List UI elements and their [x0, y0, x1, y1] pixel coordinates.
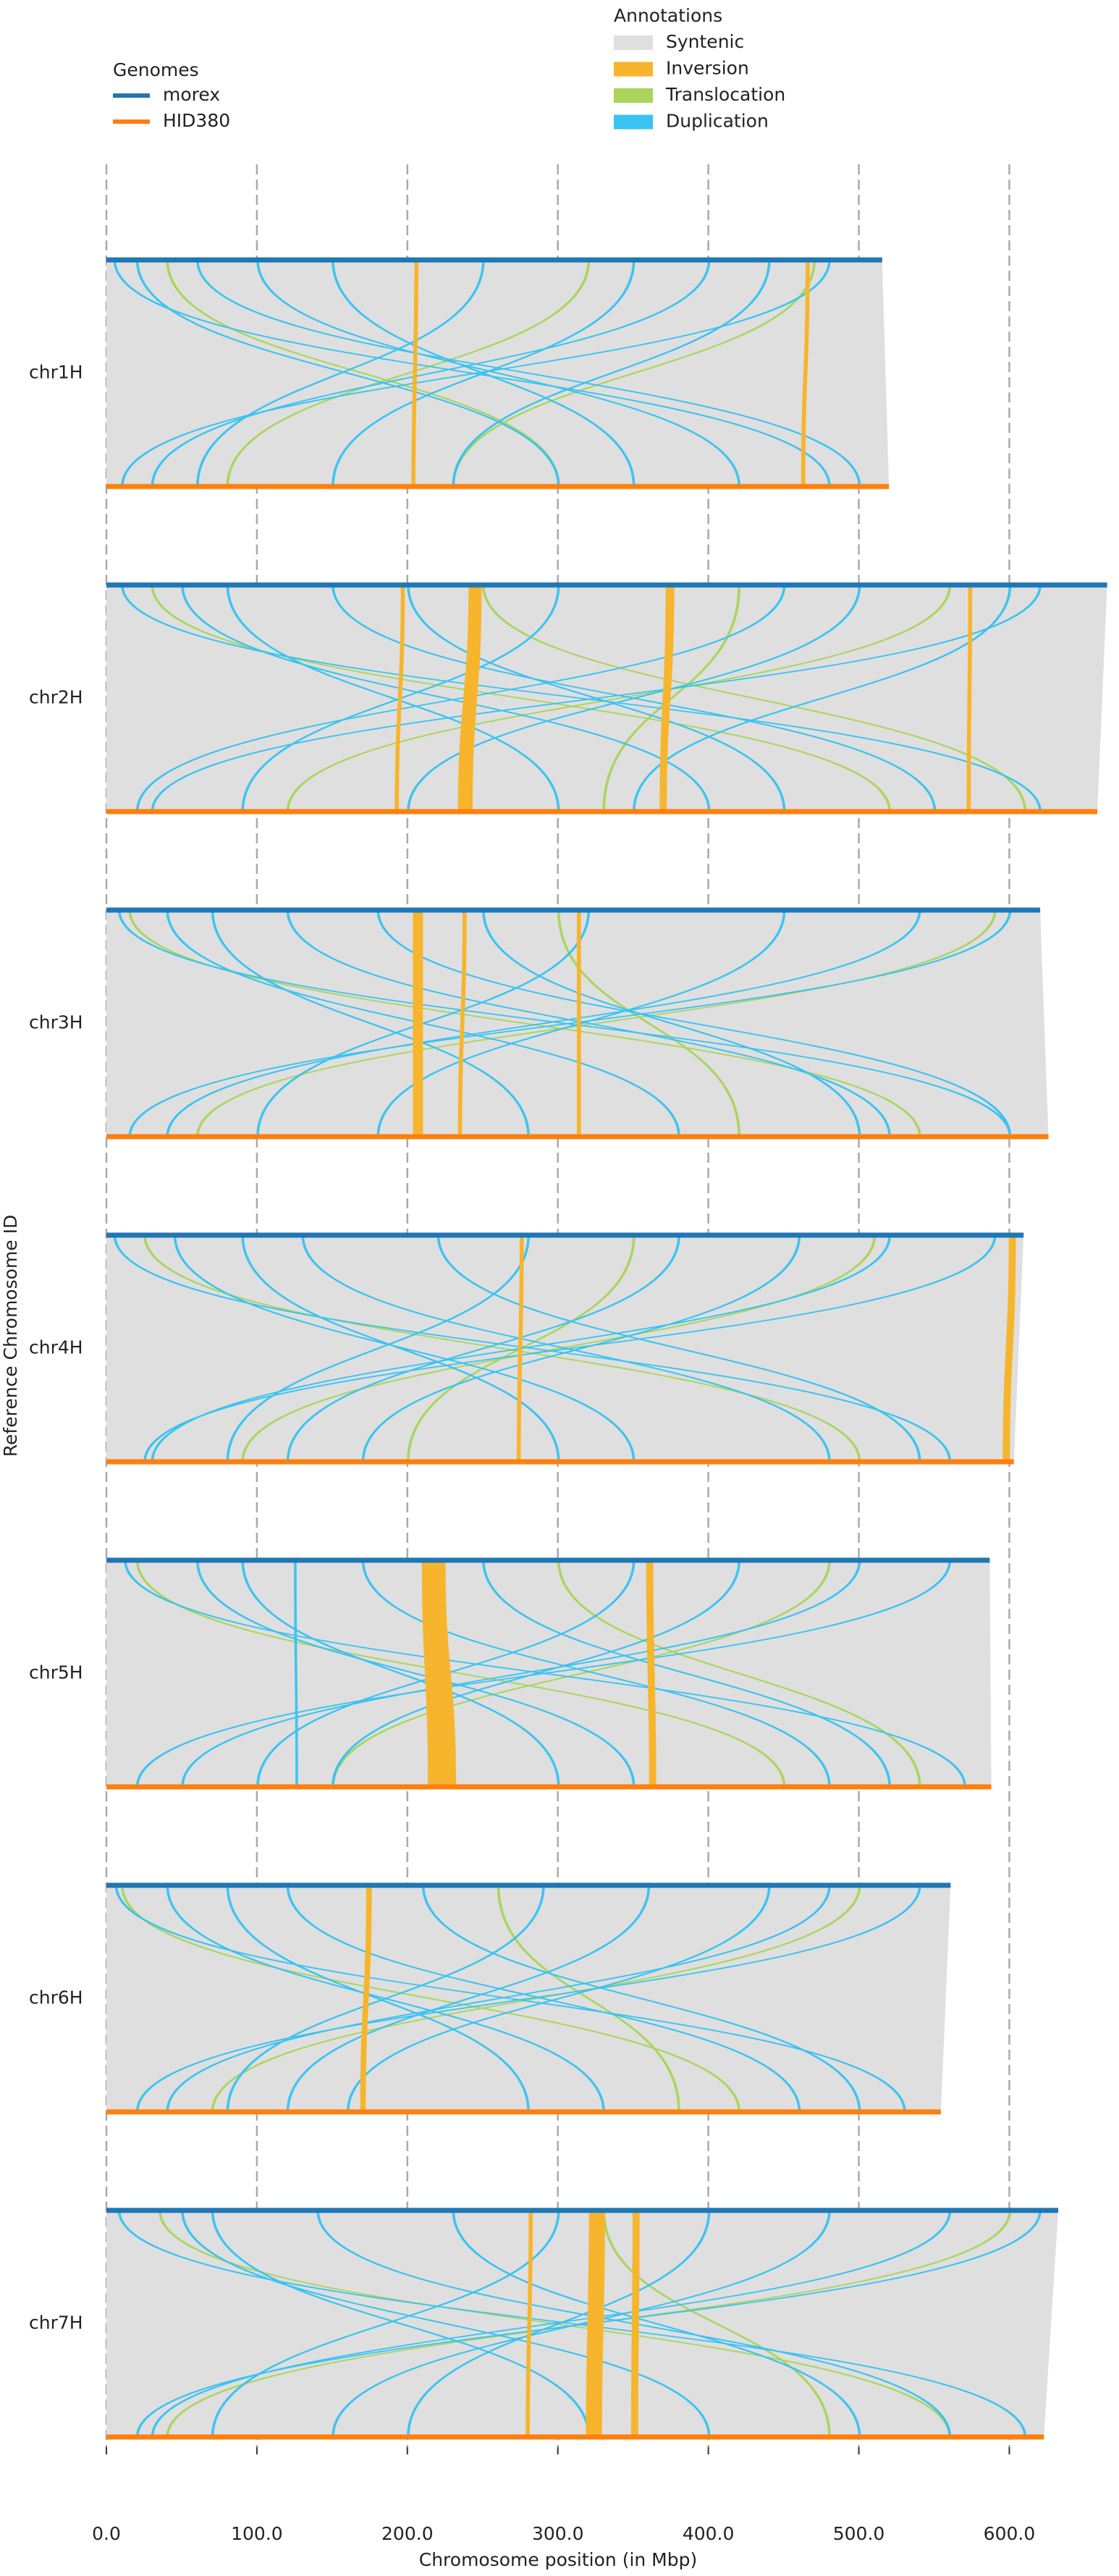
inversion-link [413, 909, 423, 1137]
legend-label: HID380 [163, 110, 230, 131]
inversion-link [586, 2210, 605, 2438]
x-tick-label: 500.0 [833, 2523, 885, 2544]
x-tick-label: 0.0 [92, 2523, 121, 2544]
legend-label: Syntenic [666, 31, 744, 52]
x-tick-label: 600.0 [984, 2523, 1036, 2544]
chromosome-label: chr1H [29, 362, 83, 383]
legend-label: Duplication [666, 111, 769, 132]
x-tick-label: 300.0 [532, 2523, 584, 2544]
chromosome-label: chr7H [29, 2312, 83, 2333]
chromosome-label: chr2H [29, 687, 83, 708]
legend-label: Inversion [666, 58, 749, 79]
annotations-legend-title: Annotations [614, 5, 722, 26]
legend-swatch [614, 62, 653, 77]
legend-swatch [614, 35, 653, 50]
genomes-legend-title: Genomes [113, 59, 199, 80]
chromosome-label: chr4H [29, 1337, 83, 1358]
x-tick-label: 100.0 [231, 2523, 283, 2544]
x-tick-label: 400.0 [683, 2523, 735, 2544]
inversion-link [630, 2210, 640, 2438]
legend-swatch [614, 88, 653, 103]
inversion-link [577, 909, 581, 1137]
chromosome-label: chr3H [29, 1012, 83, 1033]
x-axis-label: Chromosome position (in Mbp) [419, 2549, 698, 2570]
y-axis-label: Reference Chromosome ID [0, 1215, 21, 1457]
legend-label: Translocation [665, 84, 785, 105]
syntenic-region [106, 585, 1107, 812]
legend-label: morex [163, 84, 220, 105]
chromosome-label: chr6H [29, 1987, 83, 2008]
x-tick-label: 200.0 [381, 2523, 434, 2544]
chromosome-label: chr5H [29, 1662, 83, 1683]
legend-swatch [614, 114, 653, 130]
